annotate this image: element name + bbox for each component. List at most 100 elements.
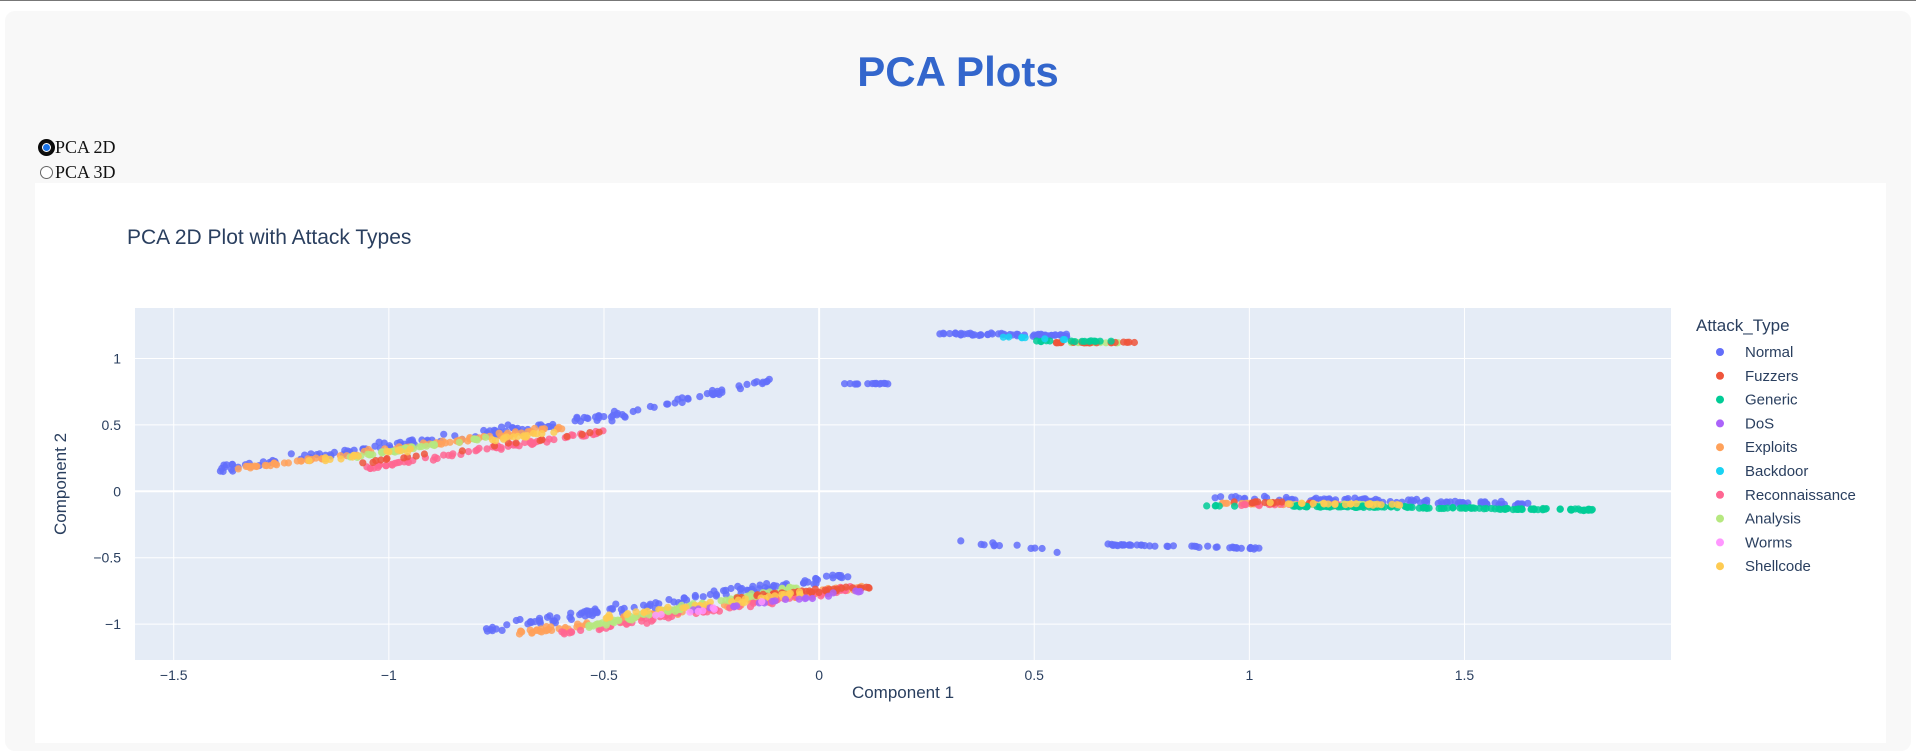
- data-point: [1249, 499, 1257, 507]
- data-point: [266, 462, 275, 470]
- data-point: [1461, 504, 1469, 512]
- data-point: [280, 459, 288, 467]
- data-point: [593, 608, 601, 616]
- data-point: [706, 590, 714, 599]
- data-point: [837, 572, 845, 580]
- data-point: [813, 576, 822, 584]
- legend-marker[interactable]: [1716, 371, 1724, 380]
- data-point: [824, 592, 833, 600]
- x-tick-label: −1: [381, 667, 397, 683]
- data-point: [234, 465, 242, 473]
- legend-item-label[interactable]: Fuzzers: [1745, 368, 1798, 385]
- data-point: [1449, 503, 1457, 512]
- data-point: [946, 330, 954, 338]
- x-tick-label: −1.5: [160, 667, 188, 683]
- data-point: [531, 618, 539, 626]
- legend-marker[interactable]: [1716, 348, 1724, 356]
- legend-marker[interactable]: [1716, 490, 1724, 499]
- data-point: [741, 598, 749, 606]
- data-point: [528, 629, 536, 637]
- data-point: [734, 582, 742, 590]
- data-point: [606, 605, 614, 613]
- data-point: [420, 450, 428, 458]
- radio-pca-2d[interactable]: PCA 2D: [40, 135, 116, 160]
- data-point: [1107, 337, 1115, 345]
- legend-marker[interactable]: [1716, 467, 1724, 475]
- data-point: [1051, 331, 1059, 339]
- data-point: [430, 441, 438, 450]
- data-point: [1203, 502, 1211, 510]
- data-point: [473, 446, 481, 454]
- radio-button-selected[interactable]: [40, 141, 53, 154]
- data-point: [571, 417, 579, 425]
- legend-item-label[interactable]: Shellcode: [1745, 558, 1811, 575]
- data-point: [1585, 506, 1593, 514]
- data-point: [504, 421, 512, 429]
- legend-item-label[interactable]: Reconnaissance: [1745, 487, 1856, 504]
- data-point: [497, 423, 506, 431]
- legend-item-label[interactable]: Backdoor: [1745, 463, 1808, 480]
- data-point: [691, 593, 700, 601]
- data-point: [841, 380, 849, 388]
- radio-button-unselected[interactable]: [40, 166, 53, 179]
- radio-pca-3d[interactable]: PCA 3D: [40, 160, 116, 185]
- radio-label-pca-3d[interactable]: PCA 3D: [55, 162, 116, 182]
- x-tick-label: 0: [815, 667, 823, 683]
- data-point: [856, 587, 864, 596]
- chart-title: PCA 2D Plot with Attack Types: [127, 226, 411, 249]
- data-point: [382, 462, 390, 470]
- data-point: [1096, 337, 1104, 345]
- data-point: [1373, 500, 1381, 508]
- legend-marker[interactable]: [1716, 514, 1724, 523]
- data-point: [1119, 541, 1127, 549]
- data-point: [699, 593, 707, 601]
- data-point: [713, 387, 722, 395]
- legend-marker[interactable]: [1716, 443, 1724, 452]
- data-point: [1320, 499, 1328, 507]
- data-point: [602, 614, 610, 622]
- radio-label-pca-2d[interactable]: PCA 2D: [55, 137, 116, 157]
- data-point: [1123, 338, 1131, 346]
- legend-item-label[interactable]: Analysis: [1745, 511, 1801, 528]
- legend-marker[interactable]: [1716, 419, 1724, 428]
- data-point: [624, 610, 632, 618]
- legend-item-label[interactable]: Exploits: [1745, 439, 1798, 456]
- data-point: [337, 455, 345, 463]
- data-point: [1211, 494, 1219, 502]
- legend-marker[interactable]: [1716, 538, 1724, 547]
- data-point: [1284, 500, 1292, 508]
- y-tick-label: 0.5: [102, 417, 122, 433]
- data-point: [522, 433, 530, 441]
- data-point: [722, 586, 730, 594]
- legend-item-label[interactable]: Worms: [1745, 534, 1792, 551]
- data-point: [244, 462, 252, 470]
- data-point: [287, 450, 295, 458]
- legend-item-label[interactable]: DoS: [1745, 415, 1774, 432]
- legend-item-label[interactable]: Normal: [1745, 344, 1793, 361]
- data-point: [1297, 499, 1306, 507]
- data-point: [377, 448, 386, 456]
- data-point: [617, 605, 626, 614]
- data-point: [846, 380, 854, 388]
- legend-marker[interactable]: [1716, 562, 1724, 571]
- data-point: [771, 597, 779, 605]
- data-point: [1495, 505, 1503, 513]
- data-point: [480, 426, 488, 435]
- plot-area: [135, 308, 1671, 660]
- data-point: [216, 467, 224, 475]
- data-point: [516, 615, 524, 624]
- data-point: [382, 455, 390, 463]
- data-point: [646, 600, 654, 608]
- data-point: [498, 626, 506, 634]
- data-point: [412, 452, 420, 460]
- data-point: [576, 611, 584, 619]
- data-point: [1204, 542, 1212, 550]
- gridlines: [135, 308, 1671, 660]
- data-point: [1169, 542, 1177, 550]
- data-point: [1331, 500, 1339, 508]
- legend-item-label[interactable]: Generic: [1745, 392, 1798, 409]
- data-point: [488, 627, 496, 635]
- legend-marker[interactable]: [1716, 395, 1724, 404]
- x-tick-label: −0.5: [590, 667, 618, 683]
- data-point: [1038, 544, 1046, 553]
